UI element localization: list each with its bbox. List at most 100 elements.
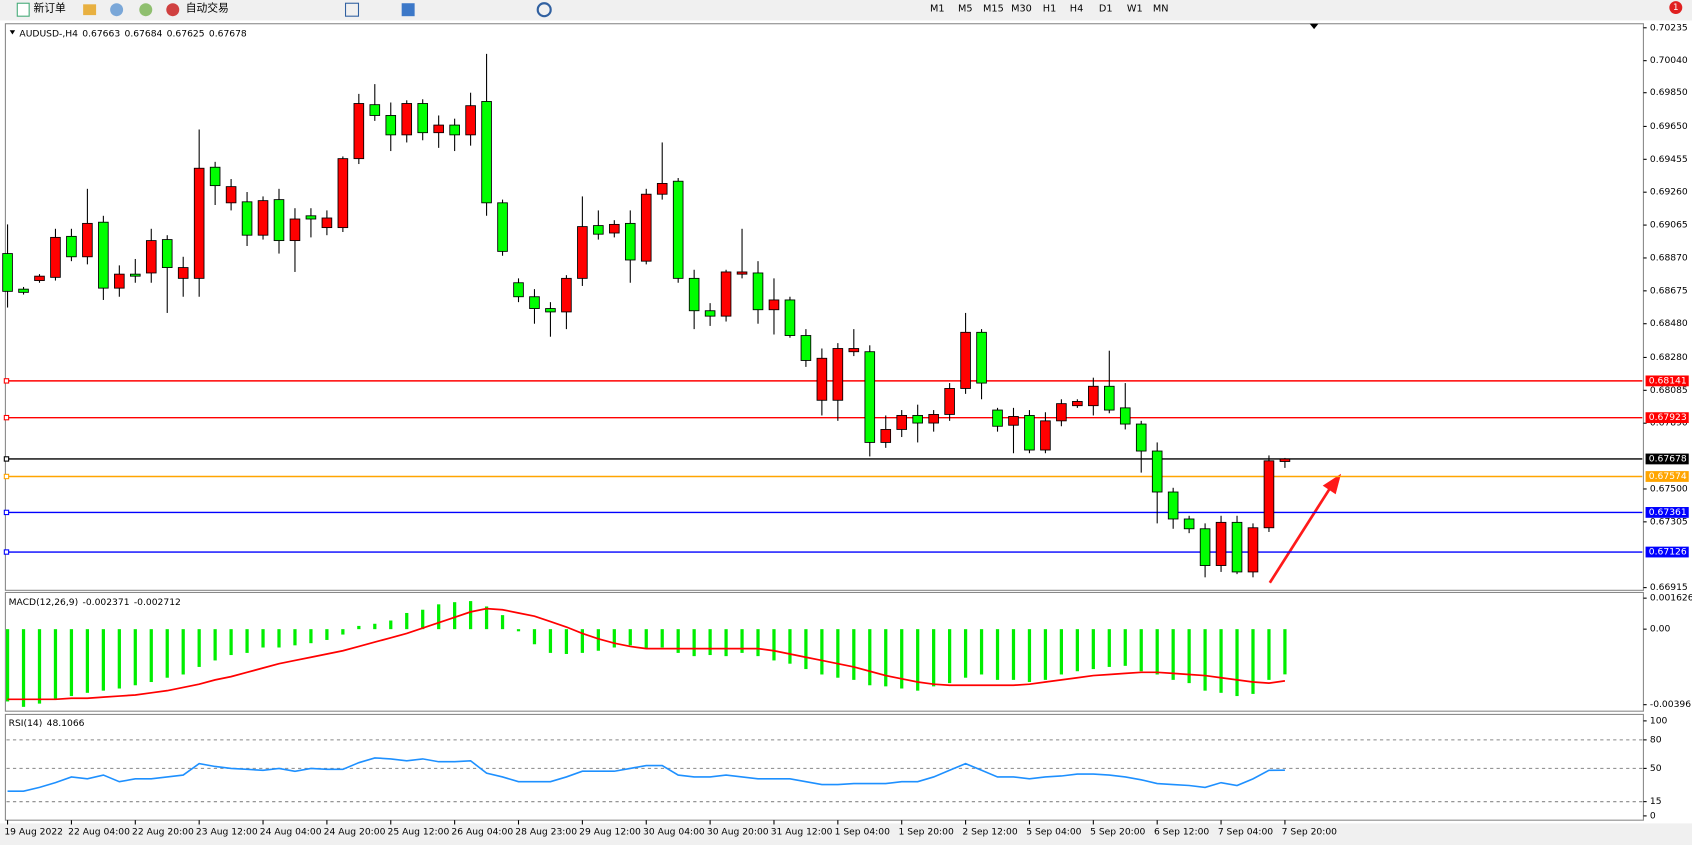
histogram-bar — [85, 629, 90, 693]
candle-body — [1072, 401, 1083, 407]
header-value: 0.67625 — [167, 28, 205, 39]
candle-body — [1024, 415, 1035, 451]
histogram-bar — [405, 612, 409, 630]
price-label-bg — [1645, 453, 1689, 465]
x-tick-label: 23 Aug 12:00 — [196, 827, 258, 838]
x-tick-label: 7 Sep 20:00 — [1282, 827, 1337, 838]
candle-body — [736, 271, 748, 275]
candle-body — [98, 221, 109, 289]
histogram-bar — [165, 629, 169, 678]
candle-body — [353, 103, 365, 160]
y-tick-label: 50 — [1650, 763, 1662, 774]
histogram-bar — [596, 629, 600, 651]
timeframe-button[interactable]: D1 — [1099, 4, 1113, 15]
toolbar-button[interactable]: 新订单 — [33, 2, 66, 15]
candle-body — [289, 218, 301, 242]
x-tick-label: 25 Aug 12:00 — [388, 827, 450, 838]
arrow-head — [1322, 473, 1342, 495]
badge — [1669, 1, 1683, 15]
timeframe-button[interactable]: H4 — [1070, 4, 1083, 15]
candle-body — [209, 166, 221, 187]
candle-body — [976, 331, 987, 384]
x-tick-label: 31 Aug 12:00 — [771, 827, 833, 838]
header-value: 0.67684 — [124, 28, 162, 39]
candle-body — [577, 226, 588, 279]
histogram-bar — [868, 629, 872, 686]
histogram-bar — [389, 620, 393, 630]
macd-panel — [4, 591, 1644, 712]
histogram-bar — [676, 629, 680, 653]
histogram-bar — [884, 629, 888, 687]
header-value: -0.002712 — [134, 597, 181, 608]
y-tick-label: 0 — [1650, 810, 1656, 821]
icon — [401, 3, 415, 17]
histogram-bar — [181, 629, 185, 675]
icon — [16, 2, 30, 17]
candle-body — [177, 267, 189, 279]
timeframe-button[interactable]: M5 — [958, 4, 973, 15]
candle-body — [1167, 491, 1179, 520]
badge-count: 1 — [1673, 3, 1679, 13]
toolbar-button[interactable]: 自动交易 — [186, 2, 229, 15]
x-tick-label: 22 Aug 20:00 — [132, 827, 194, 838]
candle-body — [1247, 527, 1259, 573]
candle-body — [992, 409, 1003, 427]
histogram-bar — [516, 629, 521, 632]
line-anchor — [3, 473, 10, 480]
histogram-bar — [1155, 629, 1159, 675]
histogram-bar — [293, 629, 297, 646]
icon — [536, 2, 552, 18]
candle-body — [481, 101, 492, 204]
menu-arrow — [9, 30, 16, 35]
candle-body — [257, 200, 269, 236]
candle-body — [1231, 521, 1243, 573]
y-tick-label: 0.00 — [1650, 624, 1671, 635]
histogram-bar — [197, 629, 201, 667]
header-value: AUDUSD-,H4 — [19, 28, 78, 39]
timeframe-button[interactable]: W1 — [1127, 4, 1143, 15]
candle-body — [193, 167, 205, 279]
histogram-bar — [995, 629, 1000, 680]
timeframe-button[interactable]: M30 — [1011, 4, 1032, 15]
y-tick-label: 0.67500 — [1650, 483, 1688, 494]
candle-body — [1119, 407, 1131, 425]
candle-body — [145, 240, 157, 274]
price-label-bg — [1645, 471, 1689, 482]
line-anchor — [3, 509, 10, 516]
histogram-bar — [932, 629, 936, 687]
candle-body — [864, 351, 876, 443]
histogram-bar — [325, 629, 329, 640]
candle-body — [752, 272, 764, 311]
signal-line — [7, 607, 1286, 701]
histogram-bar — [612, 629, 616, 648]
histogram-bar — [101, 629, 105, 691]
candle-body — [609, 223, 620, 234]
candle-body — [1151, 450, 1163, 493]
y-tick-label: 0.70040 — [1650, 55, 1688, 66]
histogram-bar — [740, 629, 744, 653]
histogram-bar — [1187, 629, 1191, 684]
x-tick-label: 22 Aug 04:00 — [68, 827, 130, 838]
x-tick-label: 29 Aug 12:00 — [579, 827, 641, 838]
line-anchor — [3, 456, 10, 462]
candle-body — [529, 296, 540, 309]
main-panel — [4, 23, 1644, 591]
x-tick-label: 5 Sep 04:00 — [1026, 827, 1081, 838]
timeframe-button[interactable]: M15 — [983, 4, 1004, 15]
candle-body — [1008, 416, 1019, 426]
candle-body — [1279, 458, 1291, 462]
histogram-bar — [149, 629, 153, 683]
histogram-bar — [1267, 629, 1271, 680]
price-label-bg — [1645, 375, 1689, 387]
timeframe-button[interactable]: M1 — [930, 4, 945, 15]
candle-body — [912, 415, 923, 424]
timeframe-button[interactable]: H1 — [1043, 4, 1056, 15]
histogram-bar — [1091, 629, 1095, 670]
histogram-bar — [979, 629, 984, 675]
histogram-bar — [245, 629, 249, 653]
timeframe-button[interactable]: MN — [1153, 4, 1169, 15]
histogram-bar — [341, 629, 345, 635]
header-value: 0.67678 — [209, 28, 247, 39]
x-tick-label: 2 Sep 12:00 — [962, 827, 1017, 838]
